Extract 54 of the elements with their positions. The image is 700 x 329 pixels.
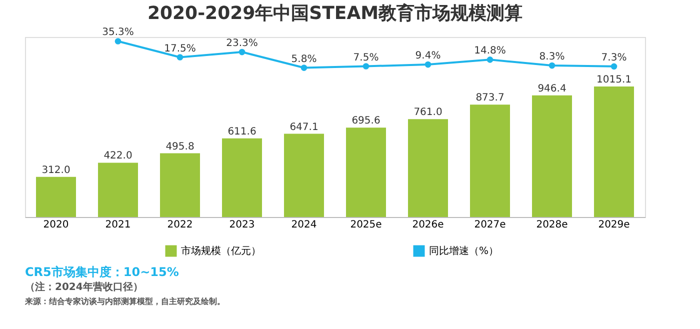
data-label: 14.8% [474, 46, 506, 57]
point [424, 61, 432, 68]
data-label: 5.8% [291, 54, 317, 65]
x-tick-label: 2024 [291, 220, 317, 230]
point [176, 54, 184, 60]
x-tick-label: 2021 [105, 220, 131, 230]
x-tick-label: 2026e [412, 220, 444, 230]
x-tick-label: 2027e [474, 220, 506, 230]
point [300, 64, 308, 71]
bar [222, 138, 262, 217]
data-label: 35.3% [102, 27, 134, 38]
point [486, 56, 494, 63]
source-note: 来源：结合专家访谈与内部测算模型，自主研究及绘制。 [24, 296, 225, 306]
text: CR5市场集中度：10~15% [25, 265, 179, 279]
data-label: 7.5% [353, 52, 379, 64]
data-label: 8.3% [539, 52, 565, 63]
data-label: 1015.1 [596, 74, 632, 86]
text: （注：2024年营收口径） [25, 281, 143, 293]
point [548, 62, 556, 69]
point [362, 63, 370, 70]
data-label: 23.3% [226, 38, 258, 50]
x-tick-label: 2029e [598, 220, 630, 230]
data-label: 695.6 [352, 116, 380, 127]
data-label: 495.8 [166, 141, 194, 152]
x-tick-label: 2028e [536, 220, 568, 230]
legend-label: 市场规模（亿元） [181, 245, 261, 257]
data-label: 7.3% [601, 52, 627, 64]
bar [532, 95, 572, 217]
bar [594, 86, 634, 217]
chart-title: 2020-2029年中国STEAM教育市场规模测算 [147, 2, 523, 24]
data-label: 761.0 [414, 107, 442, 118]
x-tick-label: 2023 [229, 220, 255, 230]
x-tick-label: 2020 [43, 220, 69, 230]
point [114, 38, 122, 44]
data-label: 312.0 [42, 164, 70, 176]
point [610, 63, 618, 70]
bar [346, 128, 386, 217]
data-label: 873.7 [476, 92, 504, 104]
bar [160, 153, 200, 217]
x-tick-label: 2025e [350, 220, 382, 230]
data-label: 9.4% [415, 50, 441, 62]
bar [36, 176, 76, 217]
bar [98, 162, 138, 217]
bar [284, 134, 324, 217]
bar [470, 104, 510, 217]
x-tick-label: 2022 [167, 220, 193, 230]
bar [408, 119, 448, 217]
point [238, 48, 246, 56]
data-label: 946.4 [538, 83, 566, 94]
data-label: 422.0 [104, 150, 132, 162]
legend-label: 同比增速（%） [429, 245, 499, 257]
data-label: 647.1 [290, 122, 318, 133]
data-label: 611.6 [228, 126, 256, 138]
data-label: 17.5% [164, 43, 196, 54]
